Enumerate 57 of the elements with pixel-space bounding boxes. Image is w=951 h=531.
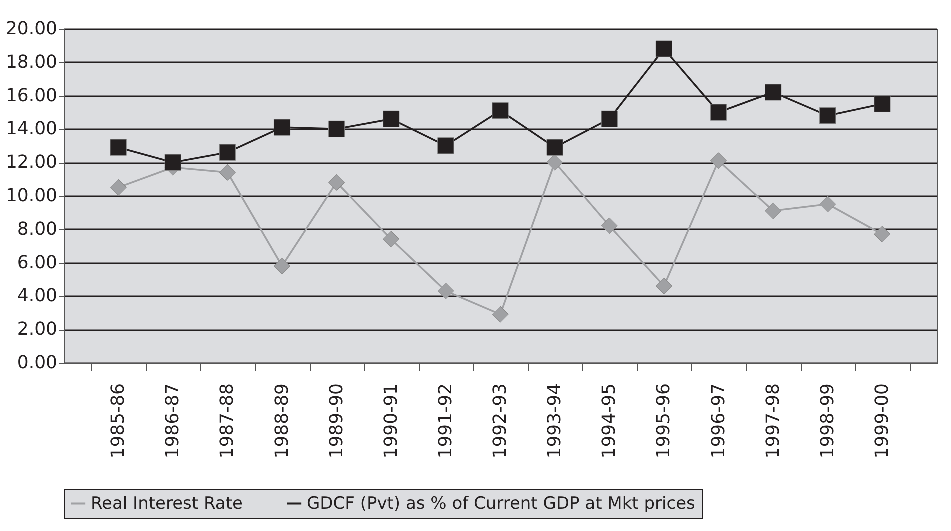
point xyxy=(219,144,236,161)
legend-label: Real Interest Rate xyxy=(91,494,243,514)
x-tick-label: 1986-87 xyxy=(162,384,184,459)
x-tick-label: 1996-97 xyxy=(708,384,730,459)
point xyxy=(492,306,509,323)
y-tick-label: 8.00 xyxy=(17,218,58,240)
x-tick-label: 1999-00 xyxy=(872,384,893,459)
point xyxy=(874,226,891,243)
point xyxy=(820,108,836,124)
x-tick-label: 1997-98 xyxy=(762,384,784,459)
x-tick-label: 1987-88 xyxy=(217,384,238,459)
y-tick-label: 20.00 xyxy=(6,18,58,40)
y-tick-label: 14.00 xyxy=(6,118,58,140)
point xyxy=(274,119,291,136)
legend-label: GDCF (Pvt) as % of Current GDP at Mkt prices xyxy=(307,494,696,514)
point xyxy=(765,202,782,220)
point xyxy=(438,282,454,300)
x-tick-label: 1993-94 xyxy=(544,384,566,459)
y-tick-label: 4.00 xyxy=(17,286,58,307)
y-tick-label: 10.00 xyxy=(6,186,58,206)
point xyxy=(164,154,182,171)
x-tick-label: 1992-93 xyxy=(490,384,511,459)
x-tick-label: 1988-89 xyxy=(272,384,293,459)
y-tick-label: 16.00 xyxy=(6,85,58,106)
x-tick-label: 1990-91 xyxy=(380,384,402,459)
point xyxy=(492,102,509,120)
point xyxy=(328,174,346,191)
y-tick-label: 6.00 xyxy=(17,252,58,274)
y-tick-label: 2.00 xyxy=(17,319,58,340)
point xyxy=(546,139,564,156)
point xyxy=(383,231,400,248)
x-tick-label: 1991-92 xyxy=(435,384,456,459)
point xyxy=(328,120,346,138)
point xyxy=(219,164,236,181)
point xyxy=(601,110,618,128)
point xyxy=(110,179,127,196)
point xyxy=(438,138,454,154)
point xyxy=(110,139,127,156)
point xyxy=(656,278,672,294)
x-tick-label: 1995-96 xyxy=(654,384,675,459)
x-tick-label: 1985-86 xyxy=(108,384,130,459)
y-tick-label: 12.00 xyxy=(6,152,58,174)
point xyxy=(820,196,836,213)
point xyxy=(383,110,400,128)
point xyxy=(874,96,891,112)
point xyxy=(601,218,618,234)
x-tick-label: 1994-95 xyxy=(599,384,620,459)
y-tick-label: 0.00 xyxy=(17,352,58,374)
point xyxy=(765,84,782,101)
point xyxy=(546,154,564,171)
x-tick-label: 1989-90 xyxy=(326,384,348,459)
point xyxy=(710,104,728,121)
point xyxy=(656,40,672,58)
point xyxy=(274,258,291,274)
y-tick-label: 18.00 xyxy=(6,52,58,73)
x-tick-label: 1998-99 xyxy=(817,384,838,459)
point xyxy=(710,152,728,170)
